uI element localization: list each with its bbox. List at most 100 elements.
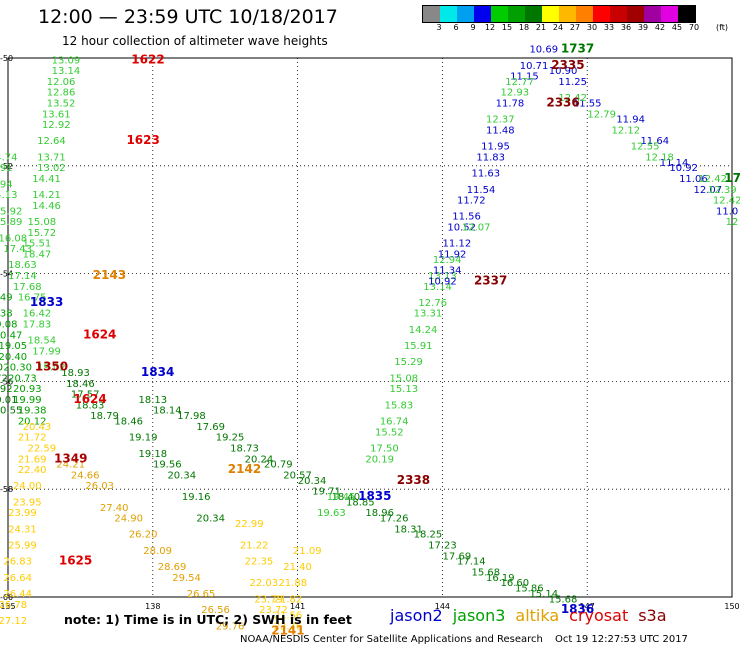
pass-time-label: 1624 [73, 392, 106, 406]
wave-height-value: 11.12 [443, 239, 472, 250]
wave-height-value: 10.71 [520, 61, 549, 72]
chart-subtitle: 12 hour collection of altimeter wave hei… [62, 34, 328, 48]
wave-height-value: 11.55 [573, 99, 602, 110]
wave-height-value: 12.94 [433, 255, 462, 266]
wave-height-value: 17.50 [370, 443, 399, 454]
wave-height-value: 18.14 [153, 406, 182, 417]
wave-height-value: 11.06 [679, 174, 708, 185]
wave-height-value: 14.46 [32, 201, 61, 212]
wave-height-value: 10.52 [447, 222, 476, 233]
wave-height-value: 18.46 [114, 417, 143, 428]
color-swatch [423, 6, 440, 22]
wave-height-value: 23.79 [254, 594, 283, 605]
wave-height-value: 23.76 [274, 621, 303, 632]
wave-height-value: 20.79 [264, 460, 293, 471]
wave-height-value: 18.46 [66, 379, 95, 390]
wave-height-value: 22.40 [18, 465, 47, 476]
wave-height-value: 17.69 [443, 551, 472, 562]
wave-height-value: 20.57 [283, 470, 312, 481]
wave-height-value: 15.92 [0, 206, 22, 217]
lon-label: 141 [290, 602, 305, 611]
wave-height-value: 22.59 [27, 443, 56, 454]
wave-height-value: 17.92 [0, 384, 13, 395]
wave-height-value: 18.13 [138, 395, 167, 406]
wave-height-value: 11.95 [481, 142, 510, 153]
wave-height-value: 18.93 [61, 368, 90, 379]
pass-time-label: 1624 [83, 327, 116, 341]
wave-height-value: 22.03 [249, 578, 278, 589]
wave-height-value: 16.60 [500, 578, 529, 589]
wave-height-value: 11.34 [433, 266, 462, 277]
lat-label: -60 [0, 593, 13, 602]
wave-height-value: 18.25 [414, 530, 443, 541]
wave-height-value: 24.90 [114, 514, 143, 525]
wave-height-value: 17.14 [457, 557, 486, 568]
pass-time-label: 1625 [59, 554, 92, 568]
wave-height-value: 13.13 [428, 271, 457, 282]
wave-height-value: 26.65 [187, 589, 216, 600]
wave-height-value: 13.91 [0, 163, 13, 174]
wave-height-value: 13.14 [52, 66, 81, 77]
wave-height-value: 26.64 [3, 573, 32, 584]
wave-height-value: 15.83 [385, 400, 414, 411]
wave-height-value: 15.52 [375, 427, 404, 438]
wave-height-value: 24.66 [71, 470, 100, 481]
color-scale-labels: 3 6 9 12 15 18 21 24 27 30 33 36 39 42 45 70 [422, 23, 732, 35]
color-scale-bar [422, 5, 696, 23]
pass-time-label: 1737 [561, 42, 594, 56]
generated-timestamp: Oct 19 12:27:53 UTC 2017 [555, 634, 688, 645]
wave-height-value: 19.99 [13, 395, 42, 406]
wave-height-value: 12 [726, 217, 739, 228]
wave-height-value: 19.05 [0, 341, 27, 352]
color-scale-label: 45 [671, 23, 683, 32]
wave-height-value: 12.64 [37, 136, 66, 147]
wave-height-value: 21.69 [18, 454, 47, 465]
wave-height-value: 29.76 [216, 621, 245, 632]
wave-height-value: 25.99 [8, 540, 37, 551]
measurement-points: 13.0913.1412.0612.8613.5213.6112.9212.64… [0, 45, 740, 633]
wave-height-value: 20.24 [245, 454, 274, 465]
wave-height-value: 17.43 [3, 244, 32, 255]
wave-height-value: 15.86 [515, 584, 544, 595]
lat-label: -58 [0, 485, 13, 494]
pass-time-label: 1623 [126, 133, 159, 147]
color-scale-label: 3 [436, 23, 442, 32]
wave-height-value: 13.09 [52, 55, 81, 66]
wave-height-value: 27.40 [100, 503, 129, 514]
wave-height-value: 22.99 [235, 519, 264, 530]
wave-height-value: 17.14 [8, 271, 37, 282]
lat-label: -50 [0, 54, 13, 63]
color-scale-label: 9 [470, 23, 476, 32]
wave-height-value: 26.83 [3, 557, 32, 568]
wave-height-value: 12.12 [611, 125, 640, 136]
wave-height-value: 21.22 [240, 540, 269, 551]
wave-height-value: 13.61 [42, 109, 71, 120]
legend-jason2: jason2 [390, 606, 443, 625]
color-scale-label: 24 [552, 23, 564, 32]
legend-altika: altika [515, 606, 560, 625]
wave-height-value: 15.72 [27, 228, 56, 239]
wave-height-value: 20.93 [13, 384, 42, 395]
pass-time-label: 173 [724, 171, 740, 185]
wave-height-value: 19.16 [182, 492, 211, 503]
wave-height-value: 21.82 [274, 594, 303, 605]
wave-height-value: 19.02 [37, 363, 66, 374]
credit-text: NOAA/NESDIS Center for Satellite Applica… [240, 634, 543, 645]
wave-height-value: 20.19 [365, 454, 394, 465]
wave-height-value: 11.78 [496, 99, 525, 110]
wave-height-value: 16.42 [23, 309, 52, 320]
lon-label: 147 [580, 602, 595, 611]
wave-height-value: 10.92 [669, 163, 698, 174]
wave-height-value: 20.30 [3, 363, 32, 374]
wave-height-value: 12.42 [698, 174, 727, 185]
wave-height-value: 21.88 [278, 578, 307, 589]
wave-height-value: 15.14 [529, 589, 558, 600]
wave-height-value: 10.90 [549, 66, 578, 77]
wave-height-value: 16.74 [380, 417, 409, 428]
lat-label: -52 [0, 162, 13, 171]
wave-height-value: 21.56 [274, 611, 303, 622]
wave-height-value: 15.08 [27, 217, 56, 228]
wave-height-value: 19.56 [153, 460, 182, 471]
color-scale-label: 6 [453, 23, 459, 32]
wave-height-value: 11.92 [438, 249, 467, 260]
